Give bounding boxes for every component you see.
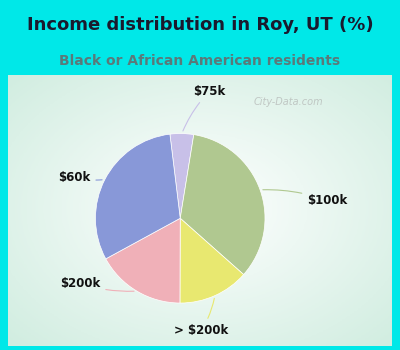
Text: $75k: $75k bbox=[183, 85, 226, 131]
Text: $200k: $200k bbox=[60, 276, 134, 291]
Wedge shape bbox=[180, 135, 265, 274]
Text: Income distribution in Roy, UT (%): Income distribution in Roy, UT (%) bbox=[27, 16, 373, 34]
Wedge shape bbox=[180, 218, 244, 303]
Text: City-Data.com: City-Data.com bbox=[254, 97, 323, 107]
Text: > $200k: > $200k bbox=[174, 299, 228, 337]
Text: $100k: $100k bbox=[263, 190, 348, 207]
Text: Black or African American residents: Black or African American residents bbox=[60, 55, 340, 69]
Text: $60k: $60k bbox=[58, 170, 102, 183]
Wedge shape bbox=[96, 134, 180, 259]
Wedge shape bbox=[170, 133, 194, 218]
Wedge shape bbox=[106, 218, 180, 303]
